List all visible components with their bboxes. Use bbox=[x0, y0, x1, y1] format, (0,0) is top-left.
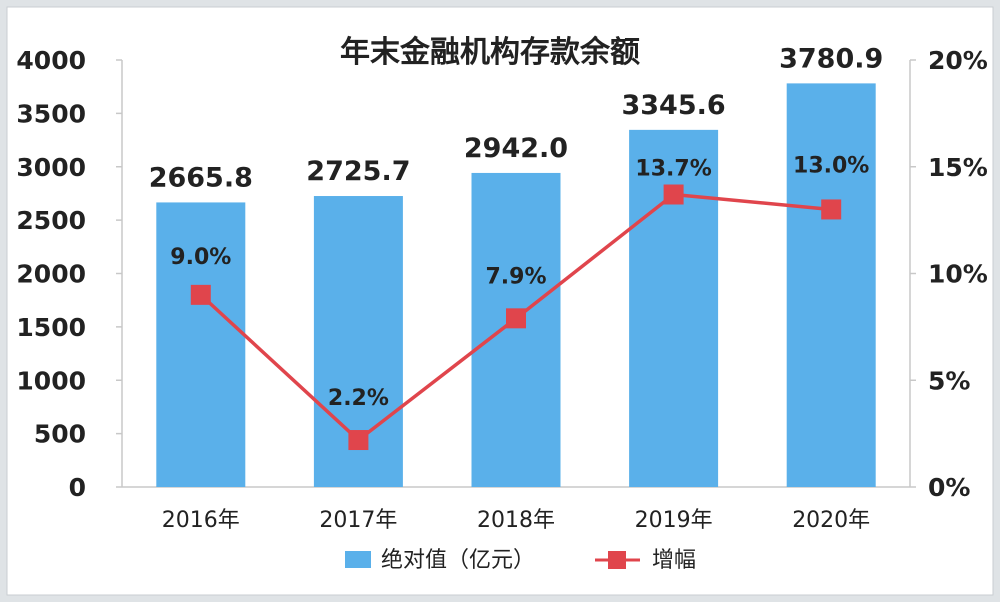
bar-value-label: 2665.8 bbox=[149, 162, 253, 193]
growth-value-label: 9.0% bbox=[170, 245, 231, 270]
left-axis-tick-label: 0 bbox=[69, 473, 86, 502]
growth-value-label: 13.0% bbox=[793, 153, 869, 178]
right-axis-tick-label: 20% bbox=[928, 46, 988, 75]
bar-series bbox=[156, 83, 876, 488]
growth-marker bbox=[821, 199, 842, 220]
category-label: 2016年 bbox=[162, 508, 240, 533]
left-axis-tick-label: 2000 bbox=[16, 260, 86, 289]
left-axis-tick-label: 1500 bbox=[16, 313, 86, 342]
category-label: 2017年 bbox=[319, 508, 397, 533]
right-axis-tick-label: 15% bbox=[928, 153, 988, 182]
legend-marker-growth bbox=[608, 551, 626, 569]
chart-title: 年末金融机构存款余额 bbox=[340, 35, 640, 70]
legend-label-growth: 增幅 bbox=[652, 548, 696, 573]
right-axis-tick-label: 10% bbox=[928, 260, 988, 289]
growth-value-label: 13.7% bbox=[635, 157, 711, 182]
bar-value-label: 3345.6 bbox=[621, 90, 725, 121]
growth-value-label: 2.2% bbox=[328, 386, 389, 411]
category-label: 2020年 bbox=[792, 508, 870, 533]
bar bbox=[786, 83, 876, 488]
growth-marker bbox=[190, 284, 211, 305]
left-axis-tick-label: 4000 bbox=[16, 46, 86, 75]
line-series: 9.0% 2.2% 7.9% 13.7% 13.0% bbox=[170, 153, 869, 451]
category-label: 2019年 bbox=[635, 508, 713, 533]
legend-swatch-bars bbox=[345, 551, 371, 568]
bar-value-label: 2942.0 bbox=[464, 133, 568, 164]
left-axis: 0 500 1000 1500 2000 2500 3000 3500 4000 bbox=[16, 46, 123, 502]
right-axis-tick-label: 0% bbox=[928, 473, 970, 502]
right-axis: 0% 5% 10% 15% 20% bbox=[909, 46, 988, 502]
bar bbox=[629, 129, 719, 488]
left-axis-tick-label: 500 bbox=[34, 420, 86, 449]
left-axis-tick-label: 2500 bbox=[16, 206, 86, 235]
bar-value-label: 2725.7 bbox=[306, 156, 410, 187]
legend: 绝对值（亿元） 增幅 bbox=[345, 548, 696, 573]
left-axis-tick-label: 1000 bbox=[16, 366, 86, 395]
bar-value-label: 3780.9 bbox=[779, 43, 883, 74]
right-axis-tick-label: 5% bbox=[928, 366, 970, 395]
growth-marker bbox=[663, 184, 684, 205]
left-axis-tick-label: 3000 bbox=[16, 153, 86, 182]
bar-value-labels: 2665.8 2725.7 2942.0 3345.6 3780.9 bbox=[149, 43, 884, 193]
legend-label-bars: 绝对值（亿元） bbox=[381, 548, 535, 573]
category-axis-labels: 2016年 2017年 2018年 2019年 2020年 bbox=[162, 508, 870, 533]
left-axis-tick-label: 3500 bbox=[16, 99, 86, 128]
growth-marker bbox=[348, 430, 369, 451]
bar bbox=[156, 202, 246, 487]
growth-value-label: 7.9% bbox=[485, 264, 546, 289]
growth-marker bbox=[506, 308, 526, 329]
bar bbox=[471, 172, 561, 487]
category-label: 2018年 bbox=[477, 508, 555, 533]
